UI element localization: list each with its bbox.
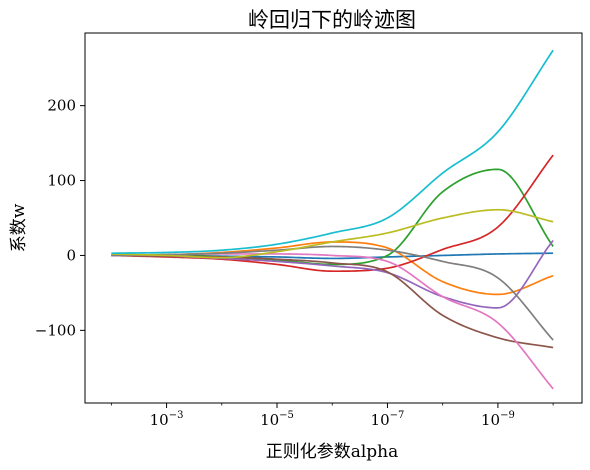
x-tick-label-exponent: −9 [500,410,515,421]
x-axis-ticks: 10−3 10−5 10−7 10−9 [110,403,554,429]
x-axis-label: 正则化参数alpha [266,442,399,462]
x-tick-label-exponent: −5 [279,410,294,421]
x-tick-label-base: 10 [150,411,169,429]
y-tick-label: 0 [66,246,76,264]
x-tick-label: 10−3 [150,410,184,429]
chart-title: 岭回归下的岭迹图 [248,8,416,32]
series-line-10 [111,49,554,255]
series-line-9 [111,208,554,259]
x-tick-label: 10−5 [260,410,294,429]
y-tick-label: 200 [47,97,76,115]
series-line-8 [111,245,554,341]
y-axis-ticks: 200 100 0 −100 [35,97,85,339]
series-group [111,49,554,390]
x-tick-label-base: 10 [481,411,500,429]
y-tick-label: −100 [35,321,76,339]
x-tick-label-base: 10 [260,411,279,429]
y-axis-label: 系数w [9,203,29,252]
x-tick-label-exponent: −7 [390,410,405,421]
y-tick-label: 100 [47,172,76,190]
x-tick-label: 10−9 [481,410,515,429]
x-tick-label-exponent: −3 [169,410,184,421]
x-tick-label-base: 10 [371,411,390,429]
x-tick-label: 10−7 [371,410,405,429]
axes-frame [84,32,583,404]
